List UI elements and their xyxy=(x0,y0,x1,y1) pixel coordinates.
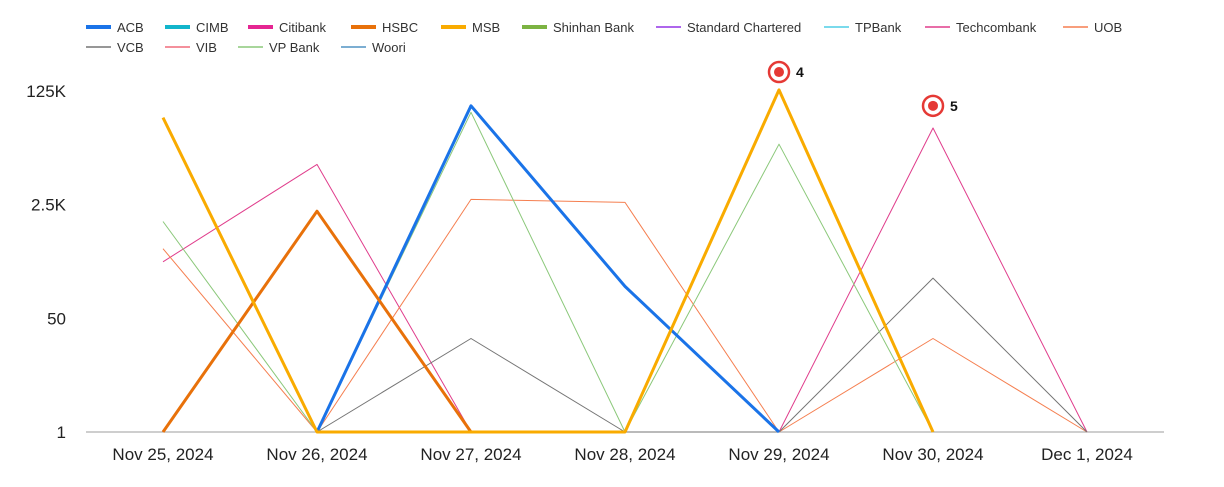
legend-label: Citibank xyxy=(279,20,326,35)
legend-label: Standard Chartered xyxy=(687,20,801,35)
y-tick-label: 125K xyxy=(26,82,66,101)
legend-item-uob[interactable]: UOB xyxy=(1063,20,1122,35)
legend-item-tpbank[interactable]: TPBank xyxy=(824,20,902,35)
legend-item-cimb[interactable]: CIMB xyxy=(165,20,229,35)
y-axis: 1 50 2.5K 125K xyxy=(26,82,66,442)
series-line-acb xyxy=(315,104,781,434)
y-tick-label: 50 xyxy=(47,309,66,328)
legend-item-standard-chartered[interactable]: Standard Chartered xyxy=(656,20,801,35)
legend-item-vib[interactable]: VIB xyxy=(165,40,217,55)
annotation-label: 5 xyxy=(950,98,958,114)
annotation-marker[interactable]: 5 xyxy=(921,94,958,118)
legend-label: Shinhan Bank xyxy=(553,20,634,35)
legend-label: VP Bank xyxy=(269,40,320,55)
y-tick-label: 2.5K xyxy=(31,196,67,215)
legend-label: ACB xyxy=(117,20,144,35)
annotation-dot xyxy=(774,67,784,78)
x-axis: Nov 25, 2024 Nov 26, 2024 Nov 27, 2024 Nov … xyxy=(86,431,1164,464)
legend-label: VIB xyxy=(196,40,217,55)
plot-area xyxy=(161,88,1088,434)
annotation-label: 4 xyxy=(796,64,804,80)
legend-label: HSBC xyxy=(382,20,418,35)
series-line-vcb xyxy=(316,277,1088,433)
x-tick-label: Nov 25, 2024 xyxy=(112,445,213,464)
x-tick-label: Nov 29, 2024 xyxy=(728,445,829,464)
legend-item-citibank[interactable]: Citibank xyxy=(248,20,326,35)
series-line-msb xyxy=(161,88,935,434)
legend-label: CIMB xyxy=(196,20,229,35)
legend-item-vp-bank[interactable]: VP Bank xyxy=(238,40,320,55)
legend-label: UOB xyxy=(1094,20,1122,35)
annotation-marker[interactable]: 4 xyxy=(767,60,804,84)
x-tick-label: Nov 30, 2024 xyxy=(882,445,983,464)
legend-item-hsbc[interactable]: HSBC xyxy=(351,20,418,35)
legend-item-techcombank[interactable]: Techcombank xyxy=(925,20,1037,35)
legend-item-shinhan-bank[interactable]: Shinhan Bank xyxy=(522,20,634,35)
x-tick-label: Nov 26, 2024 xyxy=(266,445,367,464)
x-tick-label: Nov 27, 2024 xyxy=(420,445,521,464)
legend-label: TPBank xyxy=(855,20,902,35)
legend-label: Techcombank xyxy=(956,20,1037,35)
legend-label: VCB xyxy=(117,40,144,55)
series-line-hsbc xyxy=(161,209,473,433)
legend-item-vcb[interactable]: VCB xyxy=(86,40,144,55)
legend-item-woori[interactable]: Woori xyxy=(341,40,406,55)
series-line-techcombank xyxy=(162,127,1088,433)
x-tick-label: Dec 1, 2024 xyxy=(1041,445,1133,464)
annotation-dot xyxy=(928,100,938,111)
legend-label: Woori xyxy=(372,40,406,55)
y-tick-label: 1 xyxy=(57,423,66,442)
legend-item-msb[interactable]: MSB xyxy=(441,20,500,35)
annotations: 45 xyxy=(767,60,958,118)
x-tick-label: Nov 28, 2024 xyxy=(574,445,675,464)
legend-item-acb[interactable]: ACB xyxy=(86,20,144,35)
series-line-vp-bank xyxy=(162,111,934,433)
legend: ACB CIMB Citibank HSBC MSB Shinhan Bank Standa… xyxy=(86,20,1122,55)
legend-label: MSB xyxy=(472,20,500,35)
